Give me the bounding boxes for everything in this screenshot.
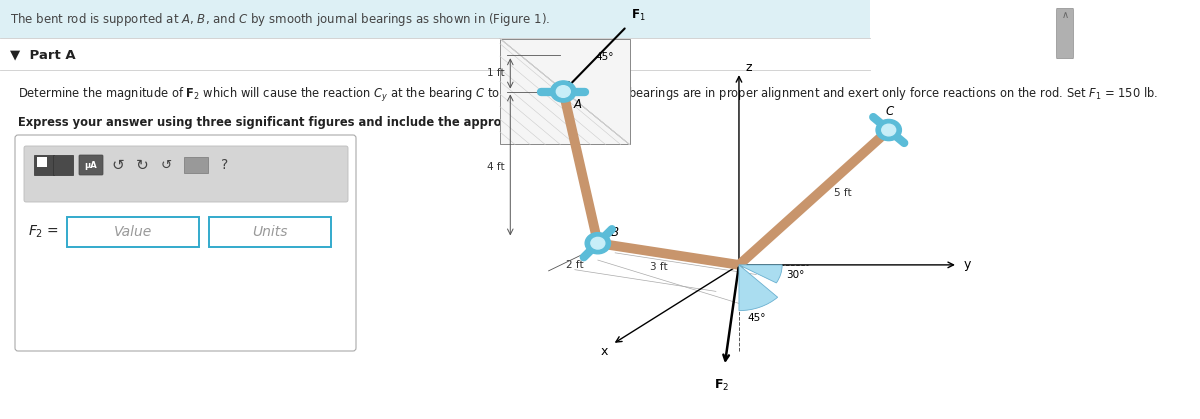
- Text: A: A: [574, 98, 582, 111]
- Circle shape: [590, 238, 605, 249]
- Text: Express your answer using three significant figures and include the appropriate : Express your answer using three signific…: [18, 116, 582, 129]
- Text: Value: Value: [114, 225, 152, 239]
- Text: ∧: ∧: [1062, 10, 1068, 20]
- FancyBboxPatch shape: [184, 157, 208, 173]
- Text: Units: Units: [252, 225, 288, 239]
- Text: ▼  Part A: ▼ Part A: [10, 49, 76, 62]
- FancyBboxPatch shape: [36, 158, 47, 168]
- Text: Determine the magnitude of $\mathbf{F}_2$ which will cause the reaction $C_y$ at: Determine the magnitude of $\mathbf{F}_2…: [18, 86, 1158, 104]
- FancyBboxPatch shape: [14, 135, 356, 351]
- Circle shape: [876, 119, 901, 141]
- Wedge shape: [739, 265, 782, 283]
- Text: $\mathbf{F}_2$: $\mathbf{F}_2$: [714, 378, 730, 393]
- Text: 45°: 45°: [595, 52, 613, 62]
- Text: B: B: [611, 226, 618, 239]
- Text: x: x: [601, 345, 608, 358]
- Text: 3 ft: 3 ft: [649, 262, 667, 272]
- Text: 4 ft: 4 ft: [487, 162, 504, 172]
- Text: 2 ft: 2 ft: [566, 260, 583, 270]
- FancyBboxPatch shape: [24, 146, 348, 202]
- FancyBboxPatch shape: [34, 155, 54, 175]
- Text: C: C: [886, 105, 894, 118]
- FancyBboxPatch shape: [0, 0, 870, 38]
- Circle shape: [586, 233, 611, 254]
- Text: μA: μA: [85, 160, 97, 170]
- Text: y: y: [964, 259, 971, 272]
- Text: ↻: ↻: [136, 158, 149, 173]
- Circle shape: [882, 124, 895, 136]
- Text: 5 ft: 5 ft: [834, 188, 852, 198]
- Text: ↺: ↺: [161, 158, 172, 171]
- Text: ?: ?: [221, 158, 229, 172]
- Text: 45°: 45°: [748, 313, 766, 323]
- Wedge shape: [739, 265, 778, 310]
- Circle shape: [557, 85, 570, 97]
- FancyBboxPatch shape: [209, 217, 331, 247]
- Text: $\mathbf{F}_1$: $\mathbf{F}_1$: [631, 8, 646, 23]
- FancyBboxPatch shape: [53, 155, 73, 175]
- Text: $F_2$ =: $F_2$ =: [28, 224, 59, 240]
- FancyBboxPatch shape: [67, 217, 199, 247]
- Text: The bent rod is supported at $A$, $B$, and $C$ by smooth journal bearings as sho: The bent rod is supported at $A$, $B$, a…: [10, 10, 551, 28]
- Circle shape: [551, 81, 576, 102]
- Text: 30°: 30°: [786, 271, 804, 280]
- FancyBboxPatch shape: [1056, 8, 1074, 59]
- Text: z: z: [746, 61, 752, 74]
- Text: ↺: ↺: [112, 158, 125, 173]
- Text: 1 ft: 1 ft: [487, 68, 504, 78]
- FancyBboxPatch shape: [500, 39, 630, 145]
- FancyBboxPatch shape: [79, 155, 103, 175]
